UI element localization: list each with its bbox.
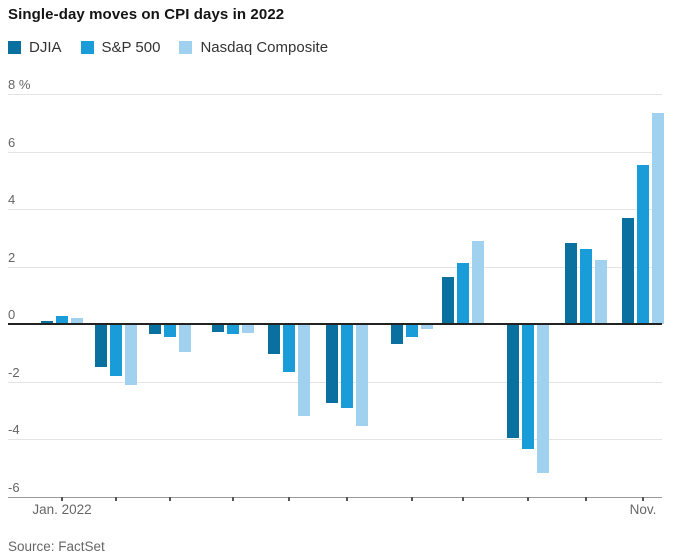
bar-nov-s-p-500 <box>637 164 649 325</box>
legend-label: S&P 500 <box>101 39 161 56</box>
bar-jan-s-p-500 <box>56 316 68 325</box>
y-axis-tick-label: -2 <box>8 364 20 380</box>
bar-oct-djia <box>565 242 577 325</box>
bar-july-djia <box>391 324 403 344</box>
bar-june-djia <box>326 324 338 403</box>
bar-may-s-p-500 <box>283 324 295 372</box>
x-axis-tick <box>169 497 171 501</box>
zero-baseline <box>8 323 662 326</box>
legend-label: Nasdaq Composite <box>200 39 329 56</box>
x-axis-tick <box>585 497 587 501</box>
bar-june-nasdaq-composite <box>356 324 368 426</box>
y-axis-tick-label: -6 <box>8 480 20 496</box>
x-axis-line <box>8 497 662 499</box>
y-axis-tick-label: 8 % <box>8 76 31 92</box>
x-axis-tick <box>411 497 413 501</box>
gridline <box>8 209 662 211</box>
gridline <box>8 439 662 441</box>
bar-apr-djia <box>212 324 224 332</box>
bar-jan-djia <box>41 321 53 325</box>
chart-title: Single-day moves on CPI days in 2022 <box>8 6 285 23</box>
bar-sept-s-p-500 <box>522 324 534 449</box>
y-axis-tick-label: 6 <box>8 134 16 150</box>
legend-item-s-p-500: S&P 500 <box>80 39 161 56</box>
legend-swatch-icon <box>80 41 94 54</box>
bar-oct-s-p-500 <box>580 249 592 325</box>
legend-swatch-icon <box>179 41 193 54</box>
x-axis-tick <box>61 497 63 501</box>
bar-mar-djia <box>149 324 161 335</box>
y-axis-tick-label: -4 <box>8 422 20 438</box>
x-axis-label: Jan. 2022 <box>32 502 92 517</box>
bar-oct-nasdaq-composite <box>595 260 607 325</box>
y-axis-tick-label: 2 <box>8 249 16 265</box>
gridline <box>8 266 662 268</box>
y-axis-tick-label: 4 <box>8 192 16 208</box>
bar-sept-djia <box>507 324 519 438</box>
bar-apr-nasdaq-composite <box>242 324 254 333</box>
x-axis-tick <box>346 497 348 501</box>
legend: DJIA S&P 500 Nasdaq Composite <box>8 39 328 56</box>
x-axis-tick <box>232 497 234 501</box>
bar-july-nasdaq-composite <box>421 324 433 329</box>
bar-aug-djia <box>442 277 454 325</box>
bar-feb-djia <box>95 324 107 367</box>
x-axis-tick <box>642 497 644 501</box>
x-axis-tick <box>527 497 529 501</box>
bar-june-s-p-500 <box>341 324 353 409</box>
y-axis-tick-label: 0 <box>8 307 16 323</box>
legend-swatch-icon <box>8 41 21 54</box>
bar-nov-djia <box>622 217 634 325</box>
bar-july-s-p-500 <box>406 324 418 338</box>
bar-jan-nasdaq-composite <box>71 317 83 325</box>
x-axis-tick <box>115 497 117 501</box>
legend-item-djia: DJIA <box>8 39 62 56</box>
gridline <box>8 93 662 95</box>
bar-apr-s-p-500 <box>227 324 239 335</box>
legend-label: DJIA <box>29 39 62 56</box>
bar-may-nasdaq-composite <box>298 324 310 416</box>
gridline <box>8 151 662 153</box>
bar-feb-nasdaq-composite <box>125 324 137 385</box>
bar-aug-s-p-500 <box>457 262 469 325</box>
bar-may-djia <box>268 324 280 354</box>
bar-feb-s-p-500 <box>110 324 122 377</box>
bar-mar-s-p-500 <box>164 324 176 337</box>
bar-sept-nasdaq-composite <box>537 324 549 473</box>
x-axis-tick <box>288 497 290 501</box>
bar-aug-nasdaq-composite <box>472 241 484 325</box>
x-axis-label: Nov. <box>629 502 657 517</box>
x-axis-tick <box>462 497 464 501</box>
legend-item-nasdaq-composite: Nasdaq Composite <box>179 39 328 56</box>
bar-nov-nasdaq-composite <box>652 112 664 325</box>
bar-mar-nasdaq-composite <box>179 324 191 352</box>
source-note: Source: FactSet <box>8 539 105 554</box>
